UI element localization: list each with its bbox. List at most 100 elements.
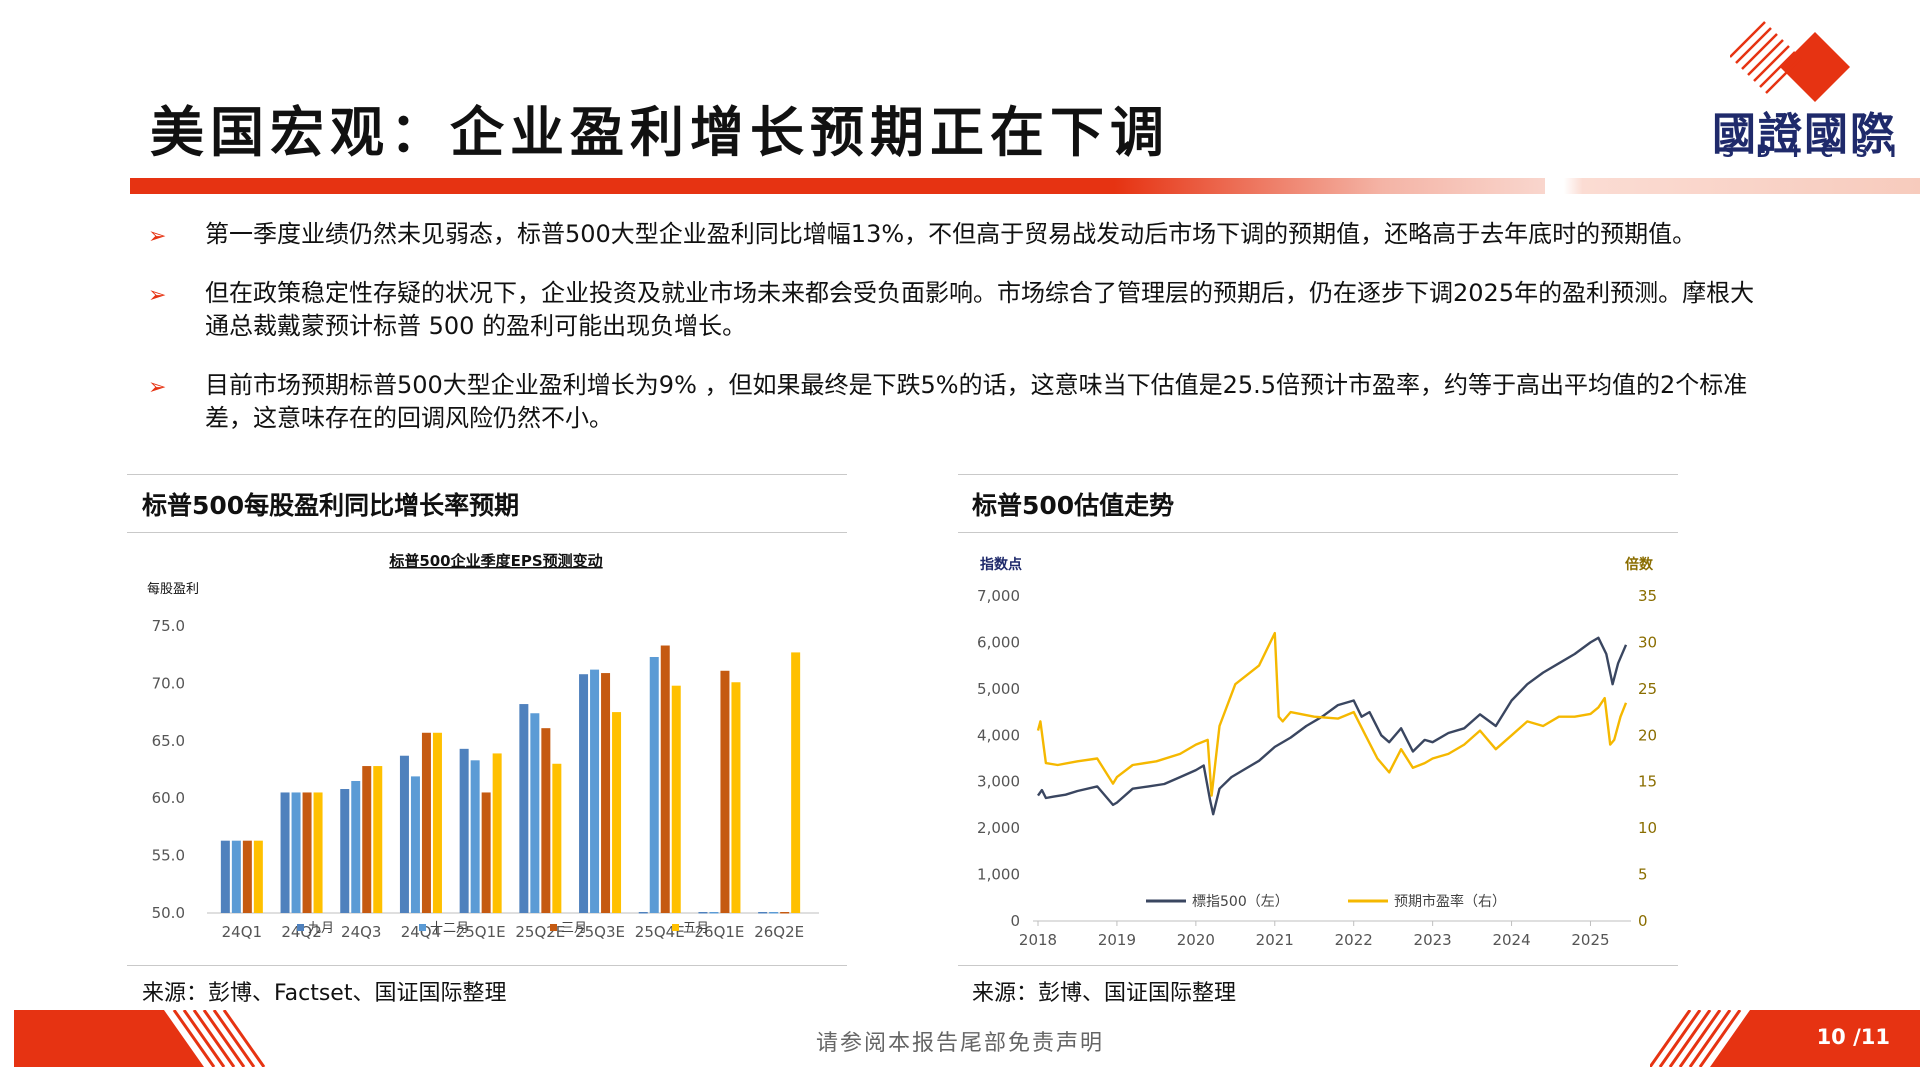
x-tick-label: 2021 — [1256, 931, 1294, 949]
bar-zero — [638, 912, 648, 914]
bullet-text: 目前市场预期标普500大型企业盈利增长为9% ，但如果最终是下跌5%的话，这意味… — [205, 371, 1748, 432]
footer-right-stripes — [1650, 1010, 1920, 1067]
bar — [601, 673, 611, 913]
bullet-arrow-icon: ➢ — [148, 375, 167, 400]
right-source-note: 来源：彭博、国证国际整理 — [972, 981, 1237, 1006]
bullet-arrow-icon: ➢ — [148, 283, 167, 308]
left-y-tick-label: 6,000 — [977, 633, 1020, 651]
bar-zero — [769, 912, 779, 914]
left-y-tick-label: 7,000 — [977, 587, 1020, 605]
x-tick-label: 2018 — [1019, 931, 1057, 949]
left-y-tick-label: 1,000 — [977, 866, 1020, 884]
footer-left-stripes — [14, 1010, 266, 1067]
right-panel-bottom-rule — [958, 965, 1678, 966]
bar — [492, 753, 502, 913]
x-tick-label: 24Q2 — [281, 923, 321, 941]
left-panel-title: 标普500每股盈利同比增长率预期 — [142, 491, 520, 520]
index-line — [1037, 636, 1628, 816]
sdicsi-logo-icon — [1730, 21, 1850, 102]
disclaimer-note: 请参阅本报告尾部免责声明 — [815, 1031, 1104, 1056]
y-tick-label: 70.0 — [152, 674, 185, 692]
legend-label: 九月 — [308, 921, 334, 936]
bar — [552, 763, 562, 913]
right-y-tick-label: 20 — [1638, 726, 1657, 744]
title-underline-bar — [130, 178, 1920, 194]
left-y-tick-label: 0 — [1010, 912, 1020, 930]
y-axis-label: 每股盈利 — [147, 581, 199, 597]
bar — [519, 704, 529, 913]
pe-line — [1036, 631, 1628, 797]
bar — [720, 670, 730, 913]
left-panel-top-rule — [127, 474, 847, 475]
legend-swatch — [550, 924, 557, 931]
x-tick-label: 25Q3E — [575, 923, 625, 941]
title-underline-fade — [1545, 178, 1920, 194]
right-y-tick-label: 15 — [1638, 773, 1657, 791]
legend-swatch — [297, 924, 304, 931]
left-y-tick-label: 4,000 — [977, 726, 1020, 744]
right-y-tick-label: 35 — [1638, 587, 1657, 605]
left-y-tick-label: 3,000 — [977, 773, 1020, 791]
x-tick-label: 25Q2E — [515, 923, 565, 941]
right-y-tick-label: 10 — [1638, 819, 1657, 837]
bar — [253, 840, 263, 913]
bullet-text: 但在政策稳定性存疑的状况下，企业投资及就业市场未来都会受负面影响。市场综合了管理… — [205, 279, 1755, 340]
eps-bar-chart: 标普500企业季度EPS预测变动 每股盈利 24Q1 24Q2 24Q3 24Q4 25… — [147, 552, 819, 941]
bar — [362, 766, 372, 913]
sp500-valuation-line-chart: 指数点 倍数 7,000 6,000 5,000 4,000 3,000 2,000 1,0… — [977, 556, 1657, 949]
page-number: 10 /11 — [1816, 1025, 1890, 1049]
legend-swatch — [419, 924, 426, 931]
bar — [660, 645, 670, 913]
bar — [470, 760, 480, 913]
bar — [373, 766, 383, 913]
bar-zero — [709, 912, 719, 914]
page-title: 美国宏观：企业盈利增长预期正在下调 — [150, 100, 1170, 164]
left-source-note: 来源：彭博、Factset、国证国际整理 — [142, 981, 507, 1006]
x-tick-label: 2024 — [1492, 931, 1530, 949]
bar — [231, 840, 241, 913]
y-tick-label: 65.0 — [152, 732, 185, 750]
bar — [530, 713, 540, 913]
bar — [791, 652, 801, 913]
left-y-tick-label: 2,000 — [977, 819, 1020, 837]
left-axis-label: 指数点 — [980, 556, 1022, 573]
left-panel-title-rule — [127, 532, 847, 533]
x-tick-label: 24Q4 — [401, 923, 441, 941]
logo-english: SDICSI — [1722, 142, 1919, 162]
bar — [481, 792, 491, 913]
bar — [351, 780, 361, 913]
bar — [590, 669, 600, 913]
bar-zero — [698, 912, 708, 914]
bar — [649, 656, 659, 913]
bar — [671, 685, 681, 913]
bullet-item: ➢ 第一季度业绩仍然未见弱态，标普500大型企业盈利同比增幅13%，不但高于贸易… — [148, 218, 1768, 251]
x-tick-label: 2025 — [1571, 931, 1609, 949]
bullet-item: ➢ 目前市场预期标普500大型企业盈利增长为9% ，但如果最终是下跌5%的话，这… — [148, 369, 1768, 435]
bar — [399, 755, 409, 913]
legend-label: 十二月 — [430, 921, 469, 936]
right-axis-label: 倍数 — [1625, 556, 1654, 573]
chart-title: 标普500企业季度EPS预测变动 — [388, 552, 602, 570]
right-y-tick-label: 30 — [1638, 633, 1657, 651]
bar-zero — [780, 912, 790, 914]
y-tick-label: 55.0 — [152, 847, 185, 865]
legend-label: 五月 — [683, 921, 709, 936]
logo-chinese: 國證國際 — [1712, 109, 1896, 160]
bar-zero — [758, 912, 768, 914]
y-tick-label: 75.0 — [152, 617, 185, 635]
bullet-list: ➢ 第一季度业绩仍然未见弱态，标普500大型企业盈利同比增幅13%，不但高于贸易… — [148, 218, 1768, 461]
left-y-tick-label: 5,000 — [977, 680, 1020, 698]
bar — [280, 792, 290, 913]
bar — [612, 712, 622, 913]
bullet-item: ➢ 但在政策稳定性存疑的状况下，企业投资及就业市场未来都会受负面影响。市场综合了… — [148, 277, 1768, 343]
legend-label: 標指500（左） — [1192, 894, 1289, 910]
right-panel-title-rule — [958, 532, 1678, 533]
bar — [432, 732, 442, 913]
legend-swatch — [672, 924, 679, 931]
left-panel-bottom-rule — [127, 965, 847, 966]
bar — [410, 776, 420, 913]
x-tick-label: 2019 — [1098, 931, 1136, 949]
bar — [340, 789, 350, 913]
y-tick-label: 60.0 — [152, 789, 185, 807]
bullet-arrow-icon: ➢ — [148, 224, 167, 249]
